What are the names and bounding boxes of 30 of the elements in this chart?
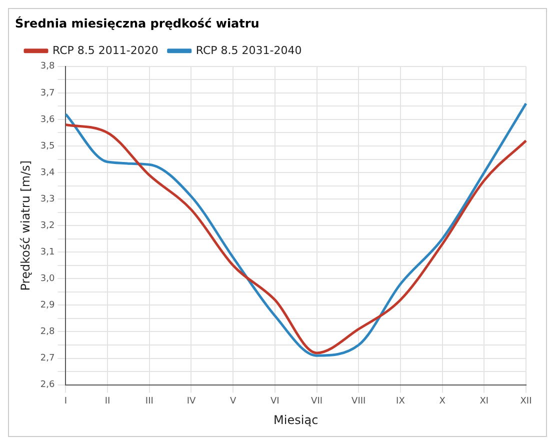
legend-label: RCP 8.5 2031-2040 — [196, 44, 302, 57]
y-tick-label: 3,7 — [40, 88, 55, 98]
y-tick-label: 3,8 — [40, 62, 55, 72]
x-tick-label: X — [439, 396, 446, 407]
y-tick-label: 3,3 — [40, 194, 55, 204]
y-tick-label: 3,5 — [40, 141, 55, 152]
y-axis-title: Prędkość wiatru [m/s] — [18, 160, 32, 291]
x-tick-label: I — [64, 396, 68, 407]
y-tick-label: 2,8 — [40, 327, 55, 338]
legend-label: RCP 8.5 2011-2020 — [52, 44, 158, 57]
y-tick-label: 3,4 — [40, 168, 55, 178]
chart-title: Średnia miesięczna prędkość wiatru — [15, 15, 260, 30]
x-tick-label: V — [230, 396, 238, 407]
x-tick-label: II — [104, 396, 110, 407]
y-tick-label: 3,6 — [40, 114, 55, 125]
x-tick-label: XII — [520, 396, 532, 407]
x-tick-label: XI — [480, 396, 489, 407]
y-tick-label: 2,9 — [40, 300, 55, 311]
x-tick-label: III — [145, 396, 154, 407]
y-tick-label: 2,7 — [40, 354, 55, 364]
x-axis-title: Miesiąc — [274, 412, 318, 427]
y-tick-label: 3,1 — [40, 247, 55, 258]
y-tick-label: 3,2 — [40, 220, 55, 231]
y-tick-label: 3,0 — [40, 274, 55, 284]
y-tick-label: 2,6 — [40, 380, 55, 390]
x-tick-label: VIII — [352, 396, 366, 407]
x-tick-label: VI — [270, 396, 280, 407]
x-tick-label: IX — [396, 396, 405, 407]
x-tick-label: IV — [186, 396, 196, 407]
x-tick-label: VII — [311, 396, 323, 407]
